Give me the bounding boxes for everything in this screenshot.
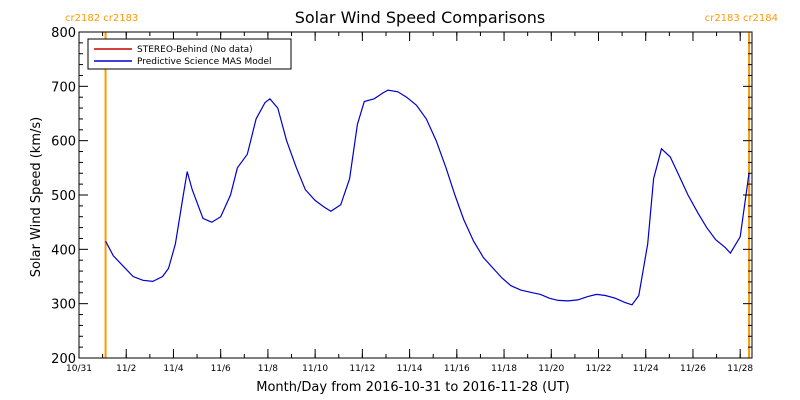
y-tick-label: 500 — [51, 189, 76, 204]
x-tick-label: 11/26 — [680, 364, 706, 374]
x-tick-label: 11/10 — [302, 364, 328, 374]
chart-title: Solar Wind Speed Comparisons — [295, 8, 546, 27]
y-tick-label: 800 — [51, 26, 76, 41]
series-lines — [105, 89, 750, 306]
y-axis-label: Solar Wind Speed (km/s) — [29, 117, 44, 277]
x-tick-label: 11/22 — [586, 364, 612, 374]
y-axis: 200 300 400 500 600 700 800 — [51, 26, 752, 367]
y-tick-label: 400 — [51, 243, 76, 258]
x-tick-label: 11/8 — [258, 364, 278, 374]
x-tick-label: 10/31 — [66, 364, 92, 374]
series-line-mas-model — [105, 89, 750, 306]
x-axis-label: Month/Day from 2016-10-31 to 2016-11-28 … — [256, 380, 569, 395]
legend: STEREO-Behind (No data) Predictive Scien… — [87, 38, 292, 70]
y-tick-label: 700 — [51, 80, 76, 95]
x-tick-label: 11/18 — [491, 364, 517, 374]
x-tick-label: 11/16 — [444, 364, 470, 374]
x-axis: 10/31 11/2 11/4 11/6 11/8 11/10 11/12 11/14 11/1… — [66, 32, 753, 374]
x-tick-label: 11/24 — [633, 364, 659, 374]
legend-label-mas-model: Predictive Science MAS Model — [137, 57, 272, 67]
plot-frame — [78, 31, 753, 359]
y-tick-label: 200 — [51, 352, 76, 367]
x-tick-label: 11/28 — [727, 364, 753, 374]
legend-label-stereo: STEREO-Behind (No data) — [137, 45, 253, 55]
y-tick-label: 300 — [51, 298, 76, 313]
x-tick-label: 11/20 — [538, 364, 564, 374]
carrington-label: cr2182 cr2183 — [65, 13, 138, 24]
x-tick-label: 11/4 — [163, 364, 183, 374]
x-tick-label: 11/12 — [349, 364, 375, 374]
x-tick-label: 11/14 — [397, 364, 423, 374]
x-tick-label: 11/6 — [211, 364, 231, 374]
legend-box — [87, 38, 292, 70]
x-tick-label: 11/2 — [116, 364, 136, 374]
carrington-label: cr2183 cr2184 — [705, 13, 778, 24]
y-tick-label: 600 — [51, 135, 76, 150]
